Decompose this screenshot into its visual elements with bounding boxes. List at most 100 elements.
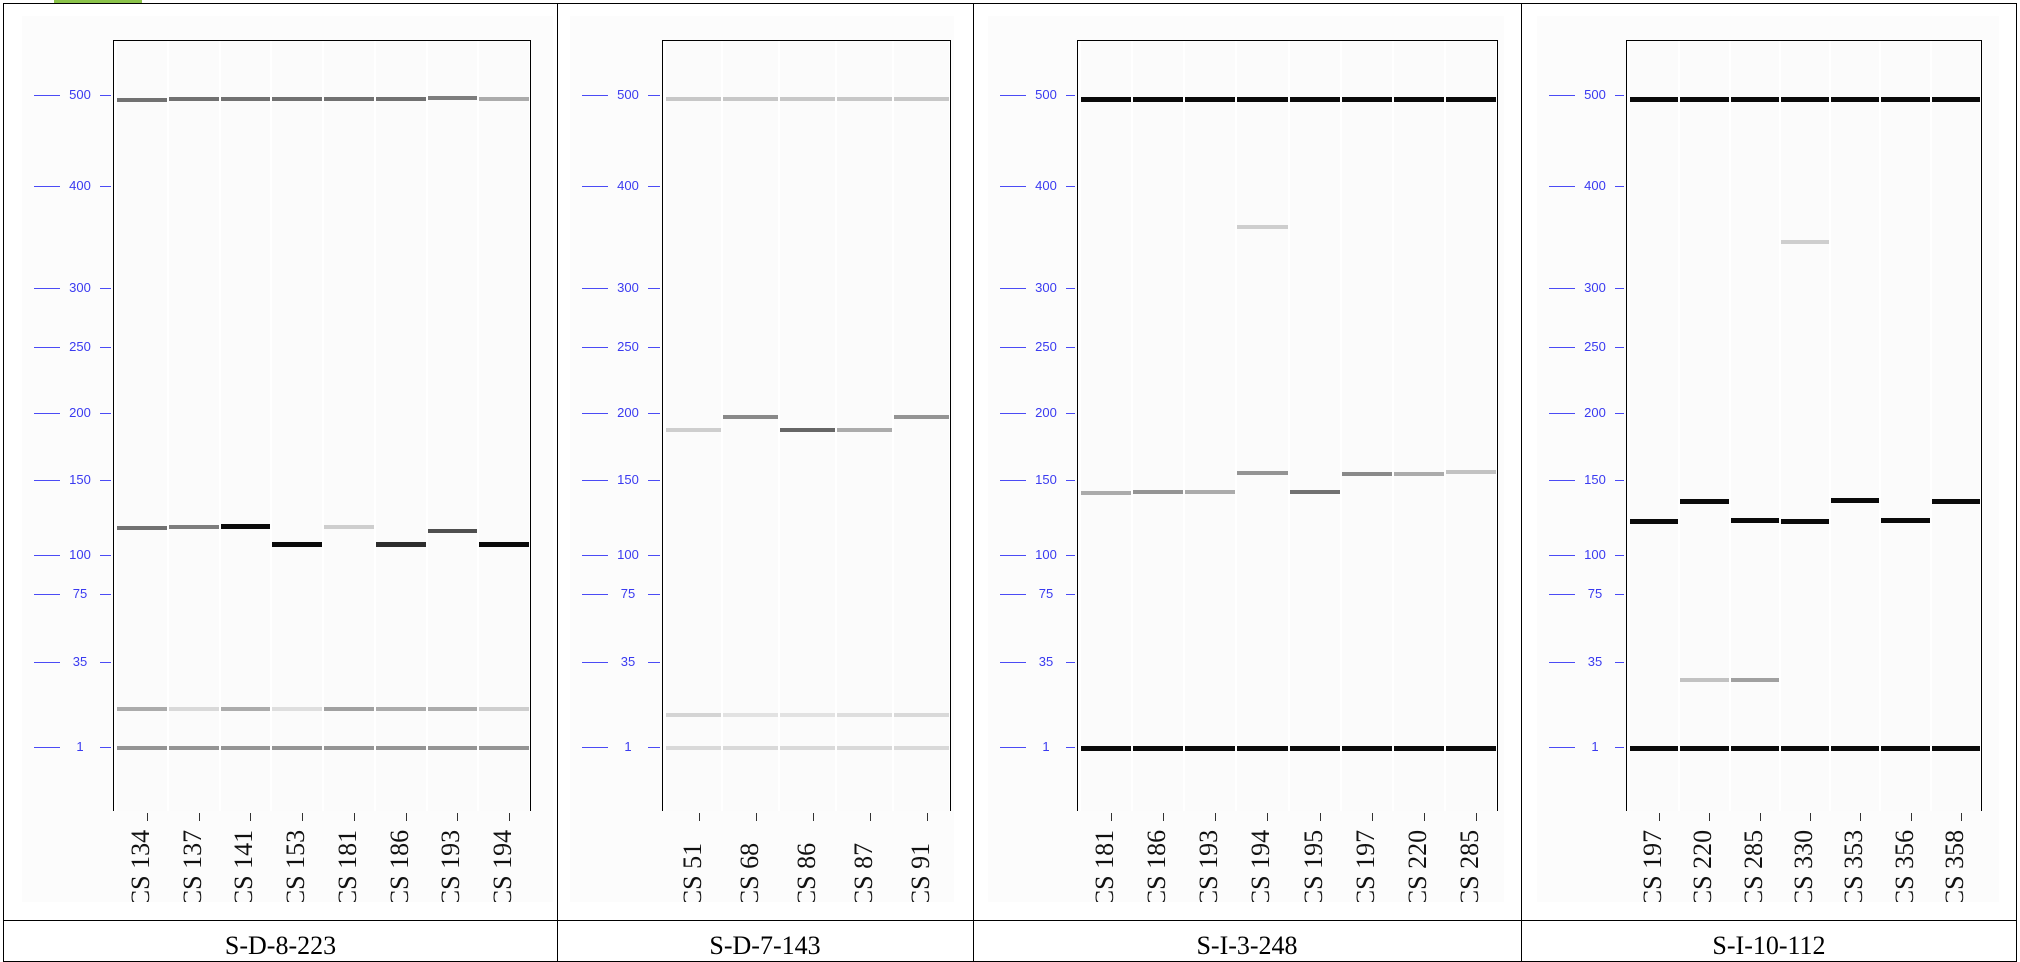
gel-band bbox=[1931, 745, 1980, 751]
gel-band bbox=[1185, 96, 1236, 102]
lane-tick bbox=[1910, 813, 1912, 821]
gel-band bbox=[837, 428, 892, 432]
lane-label: ACS 358 bbox=[1939, 829, 1969, 902]
lane-column bbox=[220, 41, 271, 811]
lane-label: ACS 220 bbox=[1402, 829, 1432, 902]
lane-label: ACS 186 bbox=[1142, 829, 1172, 902]
gel-band bbox=[837, 97, 892, 101]
lane-column bbox=[723, 41, 778, 811]
gel-band bbox=[117, 98, 167, 102]
gel-band bbox=[1341, 472, 1392, 476]
gel-band bbox=[479, 541, 529, 547]
lane-tick bbox=[509, 813, 511, 821]
gel-band bbox=[117, 746, 167, 750]
lane-column bbox=[894, 41, 949, 811]
gel-band bbox=[1133, 745, 1184, 751]
gel-band bbox=[894, 415, 949, 419]
ladder-label: 1 bbox=[60, 740, 100, 754]
ladder-label: 250 bbox=[1575, 340, 1615, 354]
gel-band bbox=[1680, 498, 1729, 504]
lane-column bbox=[1730, 41, 1779, 811]
lane-label: ACS 193 bbox=[436, 829, 466, 902]
gel-band bbox=[1730, 678, 1779, 682]
lane-tick bbox=[457, 813, 459, 821]
gel-band bbox=[272, 707, 322, 711]
lane-tick bbox=[1111, 813, 1113, 821]
gel-band bbox=[1393, 96, 1444, 102]
lane-tick bbox=[1810, 813, 1811, 821]
highlight-mark bbox=[54, 0, 142, 4]
row-divider bbox=[4, 920, 2016, 921]
gel-band bbox=[666, 746, 721, 750]
lane-tick bbox=[146, 813, 148, 821]
lane-column bbox=[1831, 41, 1880, 811]
lane-tick bbox=[405, 813, 407, 821]
lane-tick bbox=[1759, 813, 1761, 821]
gel-band bbox=[1730, 96, 1779, 102]
gel-panel: 500 400 300 250 200 150 100 75 35 1 ACS 51 ACS 68 AC… bbox=[570, 16, 954, 902]
gel-band bbox=[1931, 498, 1980, 504]
gel-band bbox=[1931, 96, 1980, 102]
ladder-label: 200 bbox=[608, 406, 648, 420]
ladder-label: 200 bbox=[60, 406, 100, 420]
gel-band bbox=[780, 746, 835, 750]
lane-column bbox=[117, 41, 167, 811]
ladder-label: 100 bbox=[1575, 548, 1615, 562]
lane-label: ACS 186 bbox=[384, 829, 414, 902]
lane-label: ACS 153 bbox=[281, 829, 311, 902]
ladder-label: 250 bbox=[60, 340, 100, 354]
lane-label: ACS 86 bbox=[791, 842, 821, 902]
ladder-label: 75 bbox=[1026, 587, 1066, 601]
gel-band bbox=[168, 707, 219, 711]
ladder-label: 300 bbox=[1026, 281, 1066, 295]
gel-band bbox=[375, 541, 426, 547]
gel-band bbox=[1881, 517, 1930, 523]
ladder-label: 500 bbox=[60, 88, 100, 102]
gel-band bbox=[1393, 472, 1444, 476]
ladder-label: 75 bbox=[60, 587, 100, 601]
gel-band bbox=[1831, 96, 1880, 102]
lane-tick bbox=[1860, 813, 1862, 821]
ladder-label: 200 bbox=[1575, 406, 1615, 420]
lane-tick bbox=[812, 813, 814, 821]
ladder-label: 500 bbox=[1026, 88, 1066, 102]
gel-band bbox=[666, 97, 721, 101]
gel-band bbox=[324, 97, 374, 101]
gel-band bbox=[479, 707, 529, 711]
gel-band bbox=[220, 97, 271, 101]
lane-column bbox=[1680, 41, 1729, 811]
lane-box bbox=[113, 40, 531, 811]
ladder-label: 100 bbox=[60, 548, 100, 562]
lane-label: ACS 194 bbox=[488, 829, 518, 902]
gel-band bbox=[272, 541, 322, 547]
lane-column bbox=[272, 41, 322, 811]
gel-band bbox=[272, 97, 322, 101]
gel-band bbox=[1831, 497, 1880, 503]
gel-band bbox=[1630, 745, 1679, 751]
lane-tick bbox=[1960, 813, 1962, 821]
lane-column bbox=[1133, 41, 1184, 811]
lane-label: ACS 285 bbox=[1738, 829, 1768, 902]
column-divider bbox=[1521, 4, 1522, 961]
lane-label: ACS 197 bbox=[1638, 829, 1668, 902]
ladder-label: 35 bbox=[60, 655, 100, 669]
gel-band bbox=[1185, 745, 1236, 751]
lane-label: ACS 285 bbox=[1454, 829, 1484, 902]
gel-band bbox=[324, 525, 374, 529]
ladder-label: 150 bbox=[60, 473, 100, 487]
lane-label: ACS 68 bbox=[734, 842, 764, 902]
lane-label: ACS 197 bbox=[1350, 829, 1380, 902]
ladder-label: 400 bbox=[1026, 179, 1066, 193]
lane-label: ACS 330 bbox=[1789, 829, 1818, 902]
gel-band bbox=[1237, 96, 1288, 102]
gel-band bbox=[666, 428, 721, 432]
gel-panel: 500 400 300 250 200 150 100 75 35 1 ACS 197 ACS 220… bbox=[1537, 16, 1999, 902]
gel-band bbox=[1730, 745, 1779, 751]
gel-band bbox=[723, 746, 778, 750]
gel-band bbox=[168, 746, 219, 750]
ladder-label: 250 bbox=[1026, 340, 1066, 354]
lane-column bbox=[1289, 41, 1340, 811]
gel-band bbox=[375, 97, 426, 101]
ladder-label: 300 bbox=[1575, 281, 1615, 295]
lane-column bbox=[780, 41, 835, 811]
